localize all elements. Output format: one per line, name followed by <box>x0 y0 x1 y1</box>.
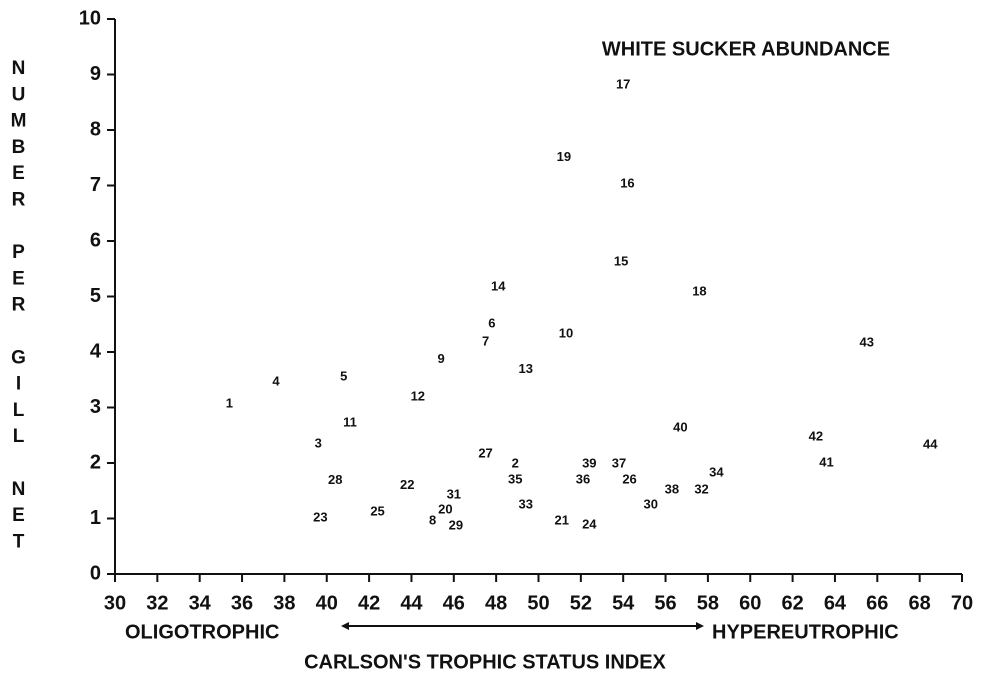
annotation: OLIGOTROPHIC <box>125 621 279 643</box>
y-tick-label: 2 <box>90 451 101 473</box>
y-axis-label: NUMBER PER GILL NET <box>8 58 29 558</box>
point-label: 8 <box>429 513 436 528</box>
point-label: 13 <box>519 361 533 376</box>
point-label: 1 <box>226 396 233 411</box>
axes <box>114 19 962 575</box>
y-tick-label: 1 <box>90 507 101 529</box>
point-label: 30 <box>643 497 657 512</box>
point-label: 27 <box>478 446 492 461</box>
y-tick-label: 8 <box>90 118 101 140</box>
y-tick-label: 3 <box>90 396 101 418</box>
point-label: 35 <box>508 472 522 487</box>
x-tick-label: 66 <box>866 592 888 614</box>
point-label: 20 <box>438 502 452 517</box>
point-label: 22 <box>400 477 414 492</box>
x-tick-label: 44 <box>400 592 423 614</box>
point-label: 10 <box>559 326 573 341</box>
y-tick-label: 6 <box>90 229 101 251</box>
point-label: 37 <box>612 456 626 471</box>
point-label: 3 <box>315 436 322 451</box>
x-tick-label: 64 <box>824 592 847 614</box>
x-tick-label: 38 <box>273 592 295 614</box>
point-label: 33 <box>519 497 533 512</box>
x-tick-label: 46 <box>443 592 465 614</box>
point-label: 44 <box>923 437 938 452</box>
point-label: 32 <box>694 482 708 497</box>
point-label: 29 <box>449 518 463 533</box>
point-label: 11 <box>343 414 357 429</box>
point-label: 17 <box>616 76 630 91</box>
point-label: 15 <box>614 254 628 269</box>
point-label: 43 <box>859 335 873 350</box>
point-label: 9 <box>437 351 444 366</box>
x-tick-label: 68 <box>909 592 931 614</box>
point-label: 28 <box>328 472 342 487</box>
y-tick-label: 7 <box>90 174 101 196</box>
x-tick-label: 60 <box>739 592 761 614</box>
point-label: 31 <box>447 487 461 502</box>
point-label: 36 <box>576 472 590 487</box>
point-label: 18 <box>692 283 706 298</box>
point-label: 4 <box>272 373 280 388</box>
x-tick-label: 52 <box>570 592 592 614</box>
point-label: 38 <box>665 482 679 497</box>
x-tick-label: 32 <box>146 592 168 614</box>
point-label: 7 <box>482 333 489 348</box>
point-label: 21 <box>555 513 569 528</box>
point-label: 40 <box>673 419 687 434</box>
point-label: 19 <box>557 149 571 164</box>
x-tick-label: 34 <box>189 592 212 614</box>
point-label: 41 <box>819 454 833 469</box>
x-tick-label: 48 <box>485 592 507 614</box>
point-label: 39 <box>582 456 596 471</box>
chart-title: WHITE SUCKER ABUNDANCE <box>602 38 890 60</box>
x-tick-label: 62 <box>781 592 803 614</box>
point-label: 14 <box>491 279 506 294</box>
x-tick-label: 70 <box>951 592 973 614</box>
point-label: 23 <box>313 509 327 524</box>
y-tick-label: 5 <box>90 285 101 307</box>
annotation: HYPEREUTROPHIC <box>712 621 899 643</box>
point-label: 34 <box>709 464 724 479</box>
point-label: 25 <box>370 503 384 518</box>
x-tick-label: 56 <box>654 592 676 614</box>
point-label: 12 <box>411 388 425 403</box>
x-axis-label: CARLSON'S TROPHIC STATUS INDEX <box>304 651 666 673</box>
x-tick-label: 58 <box>697 592 719 614</box>
y-tick-label: 10 <box>79 7 101 29</box>
y-tick-label: 9 <box>90 63 101 85</box>
point-label: 2 <box>512 456 519 471</box>
x-tick-label: 54 <box>612 592 635 614</box>
point-label: 42 <box>809 428 823 443</box>
x-tick-label: 40 <box>316 592 338 614</box>
point-label: 5 <box>340 368 347 383</box>
x-tick-label: 36 <box>231 592 253 614</box>
point-label: 16 <box>620 175 634 190</box>
x-tick-label: 42 <box>358 592 380 614</box>
point-label: 26 <box>622 472 636 487</box>
x-tick-label: 30 <box>104 592 126 614</box>
point-label: 6 <box>488 316 495 331</box>
point-label: 24 <box>582 517 597 532</box>
x-tick-label: 50 <box>527 592 549 614</box>
y-tick-label: 0 <box>90 562 101 584</box>
y-tick-label: 4 <box>90 340 102 362</box>
